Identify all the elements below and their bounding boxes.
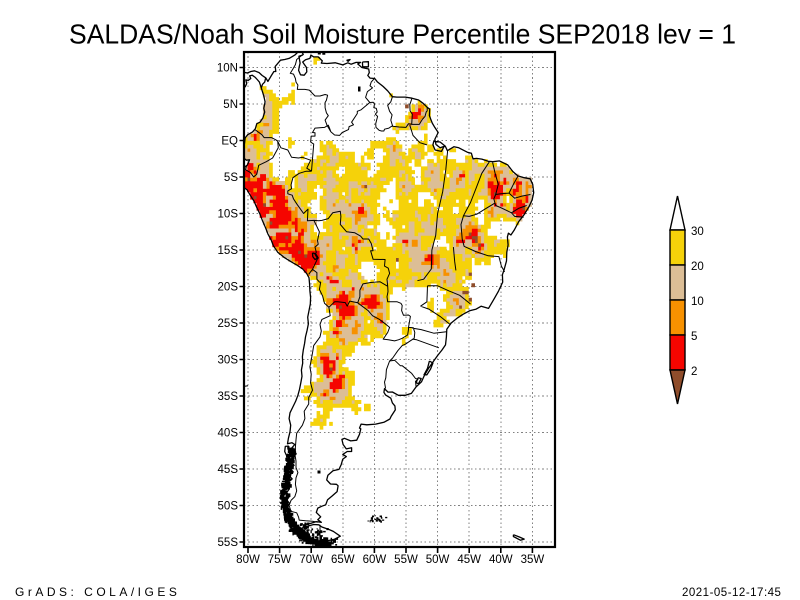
svg-text:20S: 20S xyxy=(218,282,239,294)
svg-text:35S: 35S xyxy=(218,391,239,403)
svg-text:EQ: EQ xyxy=(221,136,238,148)
svg-text:15S: 15S xyxy=(218,245,239,257)
svg-text:40W: 40W xyxy=(489,554,513,566)
svg-text:20: 20 xyxy=(691,261,704,273)
svg-text:5S: 5S xyxy=(224,172,238,184)
svg-text:GrADS: COLA/IGES: GrADS: COLA/IGES xyxy=(15,585,180,599)
svg-text:55W: 55W xyxy=(394,554,418,566)
svg-text:10N: 10N xyxy=(217,63,238,75)
svg-text:30: 30 xyxy=(691,226,704,238)
svg-text:10S: 10S xyxy=(218,209,239,221)
svg-text:SALDAS/Noah Soil Moisture Perc: SALDAS/Noah Soil Moisture Percentile SEP… xyxy=(69,19,736,50)
svg-text:35W: 35W xyxy=(521,554,545,566)
svg-text:50S: 50S xyxy=(218,501,239,513)
svg-text:5: 5 xyxy=(691,331,697,343)
svg-text:10: 10 xyxy=(691,296,704,308)
svg-text:40S: 40S xyxy=(218,428,239,440)
svg-text:5N: 5N xyxy=(223,99,238,111)
svg-text:55S: 55S xyxy=(218,537,239,549)
svg-text:30S: 30S xyxy=(218,355,239,367)
svg-text:2: 2 xyxy=(691,366,697,378)
svg-text:50W: 50W xyxy=(426,554,450,566)
svg-text:25S: 25S xyxy=(218,318,239,330)
svg-text:65W: 65W xyxy=(331,554,355,566)
svg-text:45S: 45S xyxy=(218,464,239,476)
svg-text:45W: 45W xyxy=(457,554,481,566)
svg-text:75W: 75W xyxy=(268,554,292,566)
svg-text:60W: 60W xyxy=(363,554,387,566)
svg-text:2021-05-12-17:45: 2021-05-12-17:45 xyxy=(682,587,781,599)
svg-text:80W: 80W xyxy=(236,554,260,566)
svg-text:70W: 70W xyxy=(299,554,323,566)
